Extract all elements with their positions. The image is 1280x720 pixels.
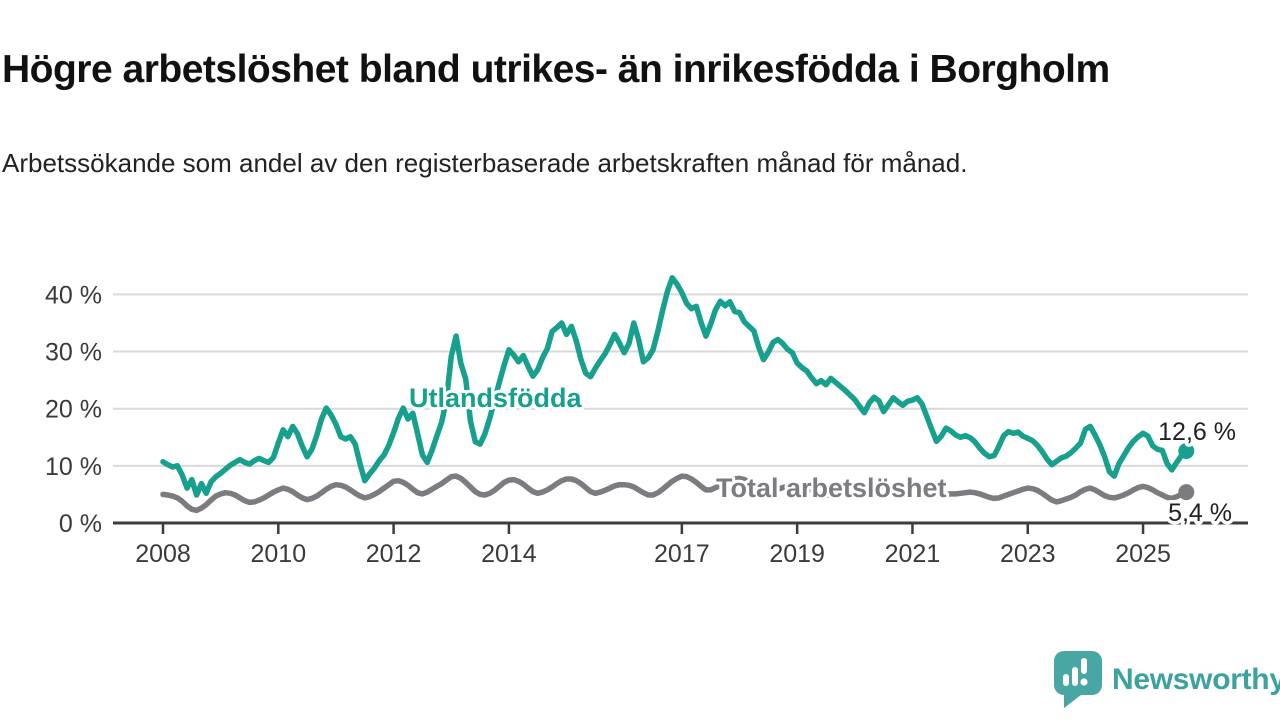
- series-line-total: [160, 473, 1190, 514]
- newsworthy-logo-icon: [1054, 651, 1102, 708]
- series-label-total: Total arbetslöshet: [716, 473, 947, 503]
- x-tick-label: 2014: [481, 540, 537, 568]
- chart-area: 0 % 10 % 20 % 30 % 40 % 2008 2010 2012 2014 2017…: [0, 240, 1280, 600]
- x-axis-ticks: [161, 523, 1145, 534]
- chart-subtitle: Arbetssökande som andel av den registerb…: [2, 148, 968, 178]
- series-label-utlandsfodda: Utlandsfödda: [409, 383, 582, 413]
- x-axis-tick-labels: 2008 2010 2012 2014 2017 2019 2021 2023 2025: [135, 540, 1171, 568]
- x-tick-label: 2008: [135, 540, 191, 568]
- x-tick-label: 2017: [654, 540, 710, 568]
- y-tick-label: 30 %: [45, 339, 102, 367]
- x-tick-label: 2021: [885, 540, 941, 568]
- end-value-total: 5,4 %: [1168, 499, 1232, 527]
- y-tick-label: 20 %: [45, 396, 102, 424]
- y-tick-label: 0 %: [59, 510, 102, 538]
- x-tick-label: 2025: [1115, 540, 1171, 568]
- end-value-utlandsfodda: 12,6 %: [1158, 418, 1236, 446]
- newsworthy-logo-text: Newsworthy: [1112, 663, 1280, 696]
- gridlines: [113, 293, 1248, 467]
- x-tick-label: 2012: [366, 540, 422, 568]
- page-title: Högre arbetslöshet bland utrikes- än inr…: [2, 48, 1110, 92]
- end-dot-total: [1178, 484, 1195, 501]
- y-tick-label: 10 %: [45, 453, 102, 481]
- y-axis-labels: 0 % 10 % 20 % 30 % 40 %: [45, 281, 102, 538]
- newsworthy-logo: Newsworthy: [1053, 650, 1280, 710]
- series-line-utlandsfodda: [160, 275, 1190, 498]
- line-chart-svg: 0 % 10 % 20 % 30 % 40 % 2008 2010 2012 2014 2017…: [45, 275, 1248, 568]
- x-tick-label: 2010: [250, 540, 306, 568]
- x-tick-label: 2019: [769, 540, 825, 568]
- x-tick-label: 2023: [1000, 540, 1056, 568]
- end-dot-utlandsfodda: [1178, 443, 1195, 459]
- y-tick-label: 40 %: [45, 281, 102, 309]
